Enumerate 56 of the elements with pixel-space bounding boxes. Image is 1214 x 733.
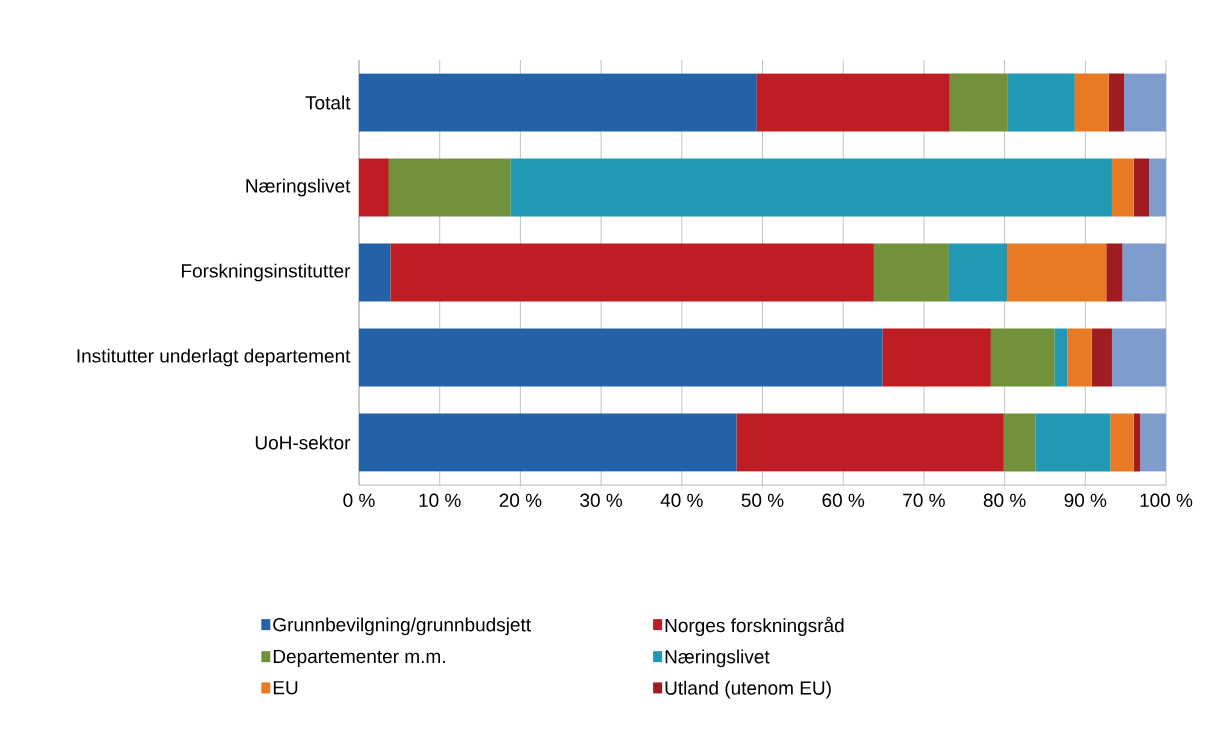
bar — [1122, 243, 1167, 302]
bar — [1111, 158, 1134, 217]
legend-label: Næringslivet — [665, 649, 770, 668]
y-tick-label: Totalt — [305, 95, 351, 110]
bar — [510, 158, 1112, 217]
bar — [873, 243, 949, 302]
bar — [1124, 73, 1167, 132]
x-tick-label: 0 % — [343, 493, 375, 507]
bar — [359, 73, 757, 132]
bar — [882, 328, 991, 387]
bar — [1133, 413, 1141, 472]
bar — [990, 328, 1055, 387]
x-tick-label: 70 % — [903, 493, 945, 507]
legend-label: Norges forskningsråd — [665, 616, 844, 636]
bar — [1091, 328, 1112, 387]
bar — [736, 413, 1004, 472]
x-tick-label: 90 % — [1064, 493, 1107, 507]
y-tick-label: Forskningsinstitutter — [182, 263, 351, 282]
bar — [1111, 328, 1167, 387]
bar — [388, 158, 511, 217]
x-tick-label: 40 % — [660, 493, 703, 507]
bar — [949, 73, 1008, 132]
bar — [948, 243, 1008, 302]
bar — [1007, 243, 1107, 302]
bar — [1149, 158, 1167, 217]
bar — [1003, 413, 1036, 472]
x-tick-label: 20 % — [499, 493, 542, 507]
bar — [1106, 243, 1123, 302]
bar — [756, 73, 950, 132]
bar — [1108, 73, 1125, 132]
x-tick-label: 50 % — [741, 493, 784, 507]
bar — [1067, 328, 1092, 387]
x-tick-label: 10 % — [419, 493, 461, 507]
bar — [359, 413, 737, 472]
legend-label: Departementer m.m. — [273, 649, 445, 667]
bar — [1007, 73, 1075, 132]
bar — [359, 158, 389, 217]
x-tick-label: 60 % — [822, 493, 865, 507]
bar — [1133, 158, 1150, 217]
legend-label: EU — [273, 681, 298, 695]
legend-label: Utland (utenom EU) — [665, 680, 831, 699]
bar — [390, 243, 874, 302]
x-tick-label: 80 % — [983, 493, 1026, 507]
y-tick-label: Næringslivet — [246, 178, 351, 197]
bar — [1054, 328, 1068, 387]
y-tick-label: Institutter underlagt departement — [77, 348, 351, 367]
y-tick-label: UoH-sektor — [255, 435, 351, 450]
bar — [1035, 413, 1111, 472]
x-tick-label: 100 % — [1140, 493, 1193, 507]
bar — [359, 328, 883, 387]
bar — [1140, 413, 1167, 472]
x-tick-label: 30 % — [580, 493, 623, 507]
bar — [1110, 413, 1134, 472]
legend-label: Grunnbevilgning/grunnbudsjett — [273, 617, 531, 636]
bar — [359, 243, 391, 302]
bar — [1074, 73, 1109, 132]
